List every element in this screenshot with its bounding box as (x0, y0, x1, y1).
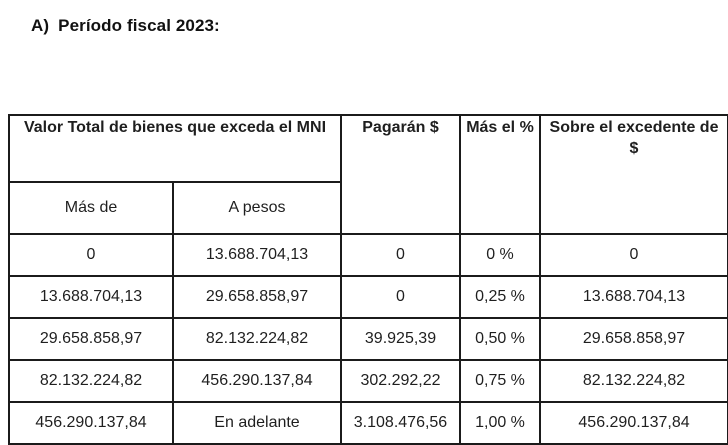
table-row: 29.658.858,97 82.132.224,82 39.925,39 0,… (8, 317, 728, 361)
cell-mas-de: 13.688.704,13 (8, 275, 174, 319)
cell-a-pesos: 82.132.224,82 (172, 317, 342, 361)
cell-mas-el-pct: 0,75 % (459, 359, 541, 403)
table-row: 456.290.137,84 En adelante 3.108.476,56 … (8, 401, 728, 445)
table-row: 0 13.688.704,13 0 0 % 0 (8, 233, 728, 277)
cell-sobre-excedente: 456.290.137,84 (539, 401, 728, 445)
cell-mas-el-pct: 0,50 % (459, 317, 541, 361)
header-mas-el-pct: Más el % (459, 114, 541, 235)
header-sub-row: Más de A pesos (8, 181, 728, 235)
cell-mas-de: 456.290.137,84 (8, 401, 174, 445)
cell-pagaran: 0 (340, 275, 461, 319)
cell-sobre-excedente: 82.132.224,82 (539, 359, 728, 403)
cell-sobre-excedente: 0 (539, 233, 728, 277)
cell-mas-el-pct: 0 % (459, 233, 541, 277)
cell-sobre-excedente: 29.658.858,97 (539, 317, 728, 361)
header-sobre-excedente: Sobre el excedente de $ (539, 114, 728, 235)
cell-pagaran: 302.292,22 (340, 359, 461, 403)
tax-scale-table: Valor Total de bienes que exceda el MNI … (8, 114, 728, 445)
table-row: 82.132.224,82 456.290.137,84 302.292,22 … (8, 359, 728, 403)
header-a-pesos: A pesos (172, 181, 342, 235)
header-mas-de: Más de (8, 181, 174, 235)
cell-a-pesos: 456.290.137,84 (172, 359, 342, 403)
cell-sobre-excedente: 13.688.704,13 (539, 275, 728, 319)
cell-pagaran: 3.108.476,56 (340, 401, 461, 445)
cell-pagaran: 39.925,39 (340, 317, 461, 361)
header-valor-total-mni: Valor Total de bienes que exceda el MNI (8, 114, 342, 183)
header-pagaran: Pagarán $ (340, 114, 461, 235)
cell-mas-de: 29.658.858,97 (8, 317, 174, 361)
page-title: A) Período fiscal 2023: (31, 16, 220, 36)
cell-mas-el-pct: 1,00 % (459, 401, 541, 445)
title-label: A) (31, 16, 50, 35)
cell-mas-de: 0 (8, 233, 174, 277)
title-text: Período fiscal 2023: (58, 16, 220, 35)
cell-mas-el-pct: 0,25 % (459, 275, 541, 319)
cell-mas-de: 82.132.224,82 (8, 359, 174, 403)
cell-a-pesos: 29.658.858,97 (172, 275, 342, 319)
cell-pagaran: 0 (340, 233, 461, 277)
cell-a-pesos: 13.688.704,13 (172, 233, 342, 277)
cell-a-pesos: En adelante (172, 401, 342, 445)
header-group-row: Valor Total de bienes que exceda el MNI … (8, 114, 728, 235)
table-row: 13.688.704,13 29.658.858,97 0 0,25 % 13.… (8, 275, 728, 319)
